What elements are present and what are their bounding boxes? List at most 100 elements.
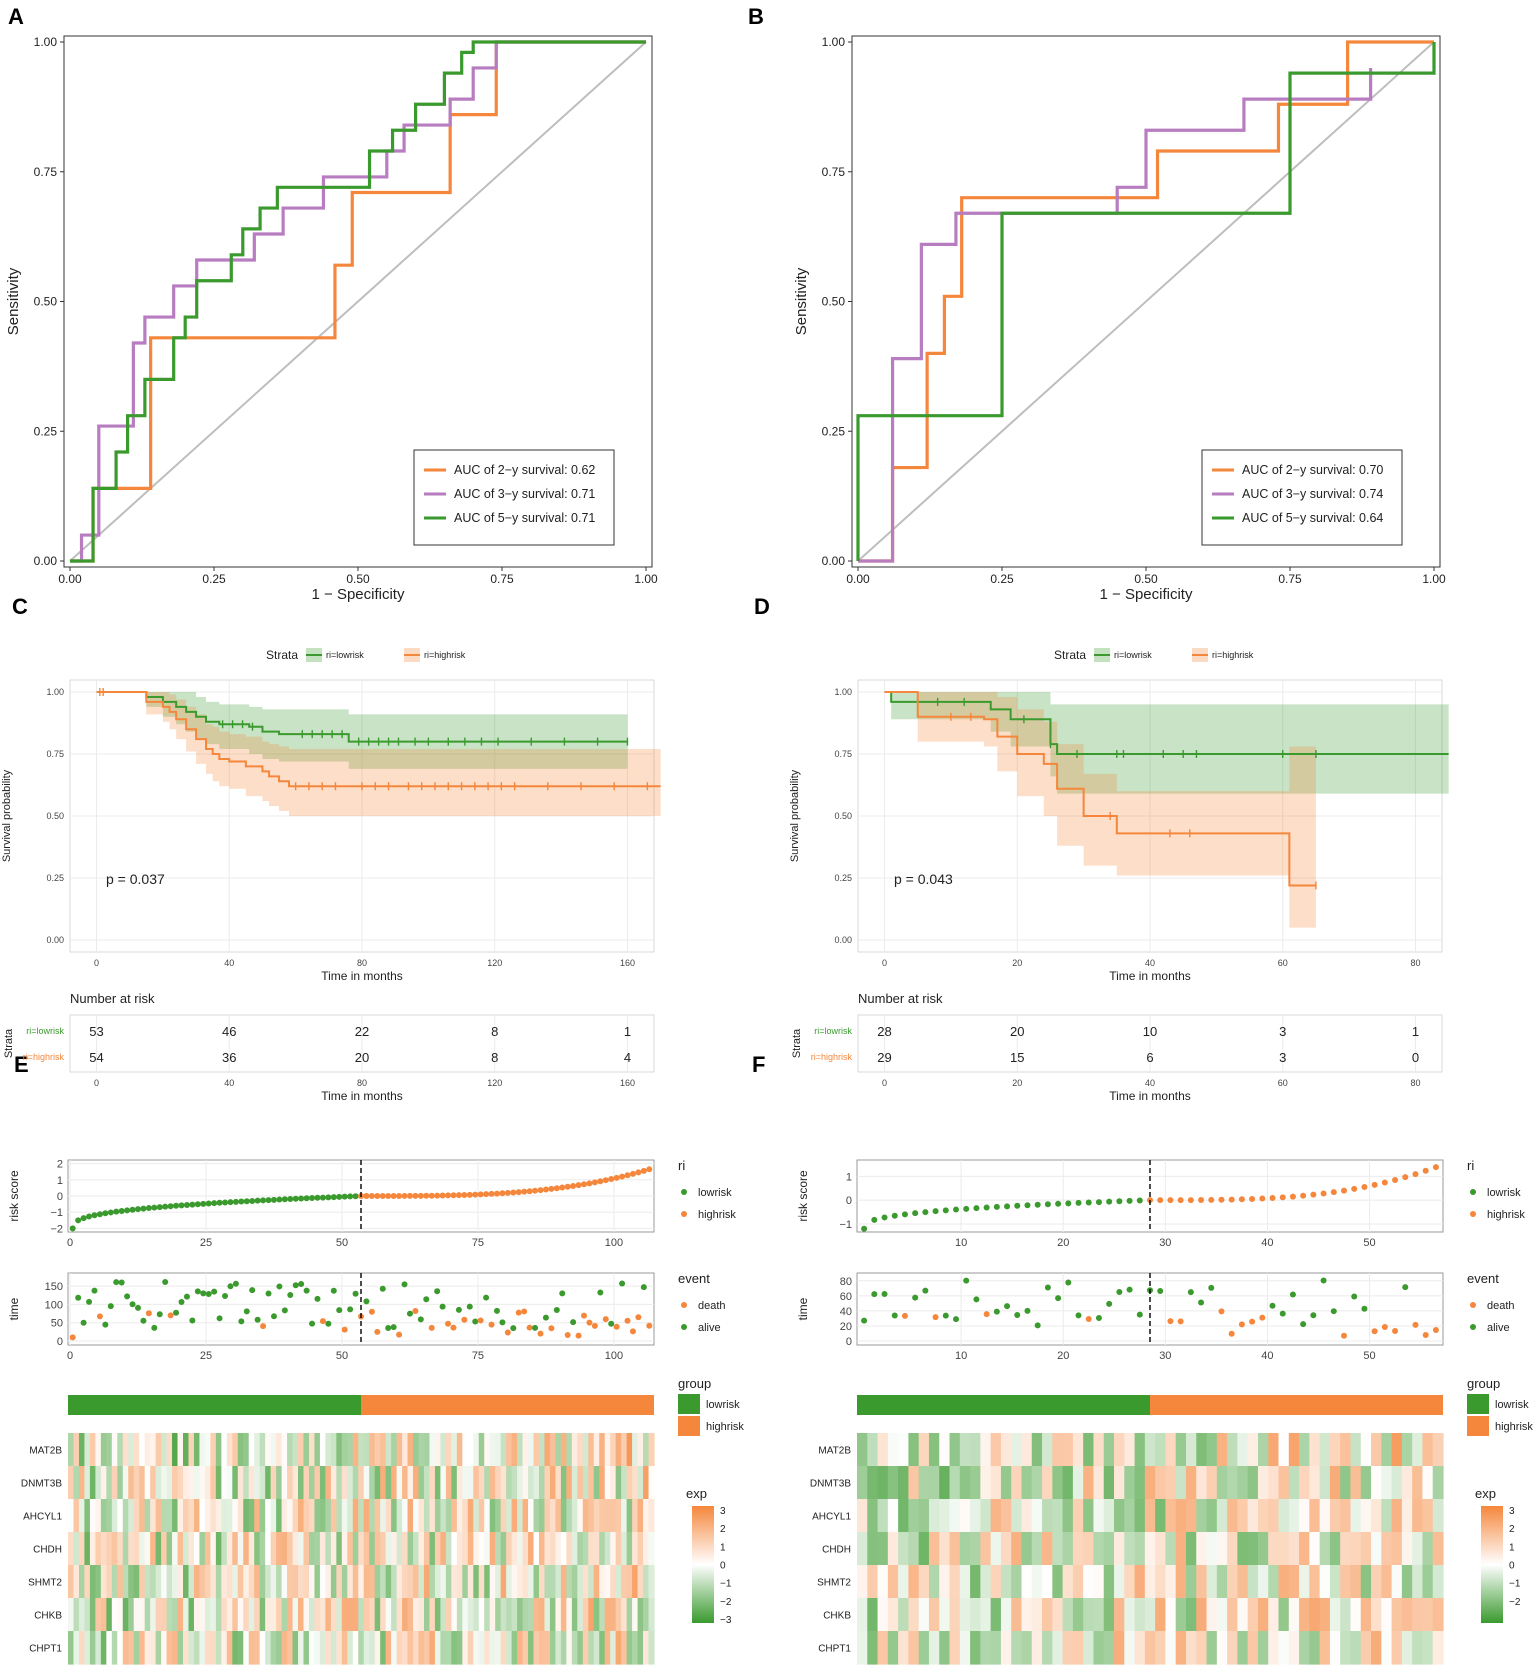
heatmap-cell <box>199 1631 206 1665</box>
x-tick-label: 25 <box>200 1237 212 1249</box>
survival-time-point <box>1177 1318 1184 1325</box>
heatmap-cell <box>1432 1631 1444 1665</box>
risk-score-point <box>922 1209 929 1216</box>
risk-score-point <box>1351 1185 1358 1192</box>
risk-count: 0 <box>1412 1050 1419 1065</box>
heatmap-cell <box>887 1466 899 1500</box>
y-axis-label: risk score <box>7 1170 21 1222</box>
heatmap-cell <box>429 1499 436 1533</box>
heatmap-cell <box>1319 1433 1331 1467</box>
legend-box <box>1201 449 1403 546</box>
survival-time-point <box>871 1291 878 1298</box>
heatmap-cell <box>588 1598 595 1632</box>
heatmap-cell <box>1103 1532 1115 1566</box>
heatmap-cell <box>898 1598 910 1632</box>
risk-score-point <box>510 1189 517 1196</box>
heatmap-cell <box>462 1565 469 1599</box>
heatmap-cell <box>193 1466 201 1500</box>
heatmap-cell <box>522 1466 529 1500</box>
heatmap-cell <box>166 1499 173 1533</box>
survival-time-point <box>232 1280 239 1287</box>
heatmap-cell <box>555 1598 562 1632</box>
legend-title: event <box>678 1271 710 1286</box>
heatmap-cell <box>303 1433 310 1467</box>
risk-score-point <box>1371 1181 1378 1188</box>
heatmap-cell <box>970 1565 981 1599</box>
heatmap-cell <box>478 1631 485 1665</box>
risk-score-point <box>254 1197 261 1204</box>
survival-time-point <box>1065 1279 1072 1286</box>
heatmap-cell <box>1021 1631 1033 1665</box>
x-tick-label: 75 <box>472 1237 484 1249</box>
risk-count: 53 <box>89 1024 103 1039</box>
heatmap-cell <box>887 1499 899 1533</box>
survival-time-point <box>368 1308 375 1315</box>
y-tick-label: 60 <box>840 1291 852 1303</box>
heatmap-cell <box>898 1532 910 1566</box>
heatmap-cell <box>887 1631 899 1665</box>
heatmap-cell <box>949 1499 961 1533</box>
heatmap-cell <box>467 1532 474 1566</box>
risk-score-point <box>1238 1196 1245 1203</box>
heatmap-cell <box>423 1532 431 1566</box>
heatmap-cell <box>1185 1499 1197 1533</box>
heatmap-cell <box>898 1565 910 1599</box>
heatmap-cell <box>199 1466 206 1500</box>
heatmap-cell <box>1216 1631 1228 1665</box>
y-tick-label: 1.00 <box>46 687 64 697</box>
heatmap-cell <box>582 1598 589 1632</box>
heatmap-cell <box>413 1532 420 1566</box>
risk-score-point <box>134 1206 141 1213</box>
risk-score-point <box>1269 1194 1276 1201</box>
heatmap-cell <box>73 1466 80 1500</box>
x-tick-label: 50 <box>1363 1237 1375 1249</box>
heatmap-cell <box>434 1631 442 1665</box>
heatmap-cell <box>1175 1532 1187 1566</box>
heatmap-cell <box>857 1598 868 1632</box>
heatmap-cell <box>1422 1499 1434 1533</box>
heatmap-cell <box>484 1466 491 1500</box>
heatmap-cell <box>1319 1631 1331 1665</box>
heatmap-cell <box>1155 1565 1167 1599</box>
survival-time-point <box>1044 1284 1051 1291</box>
x-tick-label: 0 <box>882 1078 887 1088</box>
heatmap-cell <box>632 1598 639 1632</box>
heatmap-cell <box>1288 1532 1300 1566</box>
survival-time-point <box>521 1308 528 1315</box>
confidence-band-2 <box>96 692 661 816</box>
heatmap-cell <box>528 1466 535 1500</box>
survival-time-point <box>363 1298 370 1305</box>
heatmap-cell <box>243 1466 250 1500</box>
heatmap-cell <box>506 1631 513 1665</box>
heatmap-cell <box>908 1631 920 1665</box>
colorbar-tick-label: 0 <box>720 1561 726 1572</box>
legend-label: lowrisk <box>1487 1187 1521 1199</box>
heatmap-cell <box>621 1433 628 1467</box>
survival-time-point <box>548 1325 555 1332</box>
heatmap-cell <box>210 1433 217 1467</box>
heatmap-cell <box>144 1598 151 1632</box>
heatmap-cell <box>352 1565 359 1599</box>
heatmap-cell <box>111 1532 118 1566</box>
colorbar-tick-label: −1 <box>1509 1579 1521 1590</box>
heatmap-cell <box>84 1598 91 1632</box>
risk-score-point <box>243 1198 250 1205</box>
heatmap-cell <box>276 1565 283 1599</box>
heatmap-cell <box>1144 1565 1156 1599</box>
heatmap-cell <box>1227 1598 1238 1632</box>
group-bar-highrisk <box>361 1395 654 1415</box>
heatmap-cell <box>183 1499 190 1533</box>
heatmap-cell <box>478 1532 485 1566</box>
survival-time-point <box>973 1296 980 1303</box>
risk-score-point <box>861 1225 868 1232</box>
survival-time-point <box>472 1318 479 1325</box>
heatmap-cell <box>325 1466 332 1500</box>
heatmap-cell <box>533 1598 540 1632</box>
heatmap-cell <box>407 1466 414 1500</box>
heatmap-cell <box>445 1631 452 1665</box>
heatmap-cell <box>380 1532 387 1566</box>
heatmap-cell <box>155 1631 162 1665</box>
heatmap-cell <box>959 1598 971 1632</box>
heatmap-cell <box>517 1499 524 1533</box>
